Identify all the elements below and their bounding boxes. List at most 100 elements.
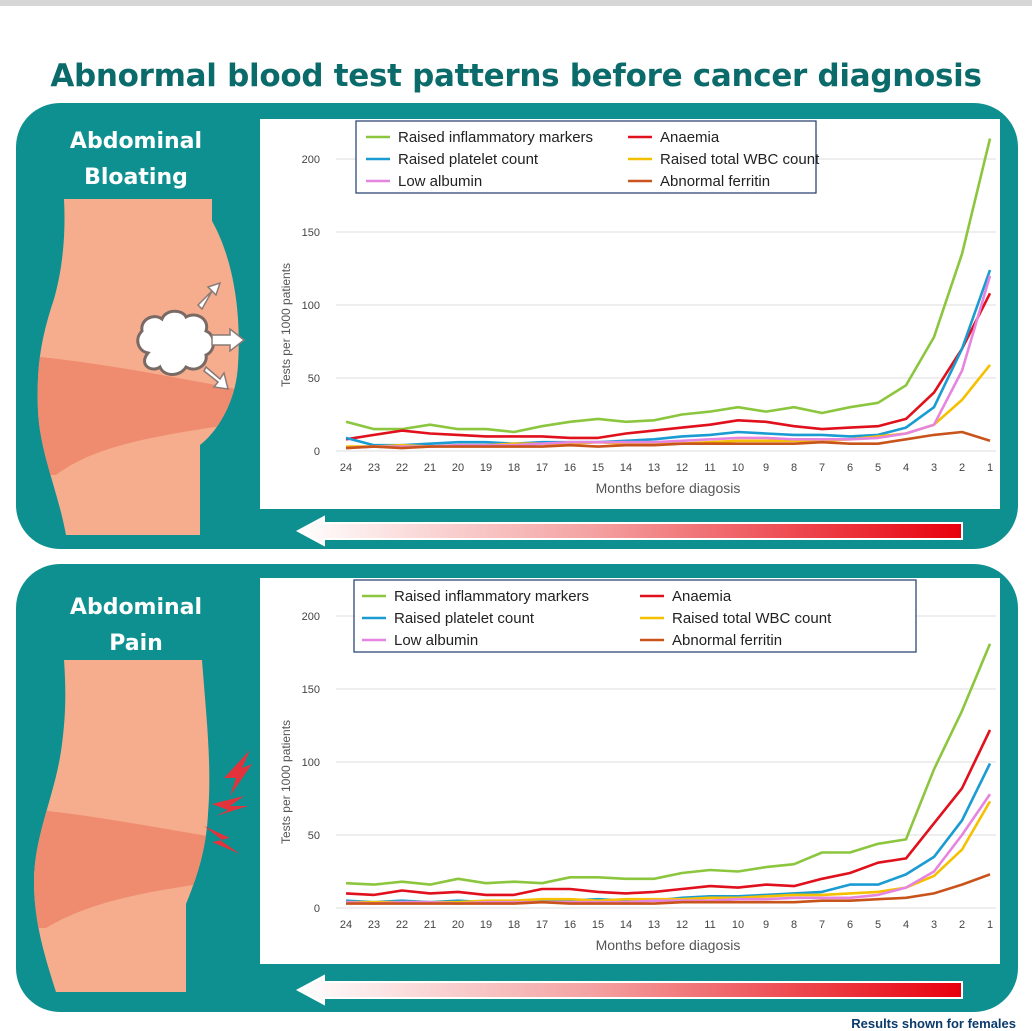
- pain-lightning-icon: [204, 750, 252, 854]
- y-tick-label: 0: [314, 903, 320, 915]
- legend-label: Anaemia: [660, 129, 720, 146]
- y-tick-label: 100: [302, 757, 320, 769]
- bloating-body-illustration: [37, 199, 246, 535]
- y-tick-label: 50: [308, 373, 320, 385]
- x-tick-label: 16: [564, 919, 576, 931]
- x-tick-label: 23: [368, 919, 380, 931]
- x-tick-label: 14: [620, 462, 632, 474]
- series-line-low-albumin: [345, 793, 992, 905]
- x-tick-label: 16: [564, 462, 576, 474]
- x-tick-label: 1: [987, 919, 993, 931]
- x-tick-label: 13: [648, 462, 660, 474]
- x-tick-label: 8: [791, 462, 797, 474]
- series-line-raised-platelet-count: [345, 269, 992, 447]
- x-tick-label: 5: [875, 919, 881, 931]
- x-tick-label: 6: [847, 919, 853, 931]
- x-tick-label: 24: [340, 462, 352, 474]
- series-line-raised-total-wbc-count: [346, 800, 992, 904]
- x-tick-label: 13: [648, 919, 660, 931]
- y-tick-label: 0: [314, 446, 320, 458]
- legend-label: Low albumin: [398, 173, 482, 190]
- x-tick-label: 1: [987, 462, 993, 474]
- x-tick-label: 12: [676, 919, 688, 931]
- legend-label: Raised total WBC count: [660, 151, 820, 168]
- y-tick-label: 50: [308, 830, 320, 842]
- x-tick-label: 15: [592, 919, 604, 931]
- series-line-raised-inflammatory-markers: [345, 138, 992, 434]
- x-tick-label: 9: [763, 919, 769, 931]
- symptom-line-2: Bloating: [84, 165, 188, 190]
- x-tick-label: 23: [368, 462, 380, 474]
- page-title: Abnormal blood test patterns before canc…: [50, 58, 982, 94]
- legend-label: Abnormal ferritin: [660, 173, 770, 190]
- legend-box: [355, 120, 817, 194]
- x-tick-label: 18: [508, 919, 520, 931]
- x-tick-label: 15: [592, 462, 604, 474]
- x-tick-label: 17: [536, 919, 548, 931]
- legend-label: Raised inflammatory markers: [398, 129, 593, 146]
- series-line-anaemia: [345, 292, 992, 441]
- x-tick-label: 10: [732, 462, 744, 474]
- chart-container-bloating: 0 50 100 150 200 24 23 22 21 20 19 18 17 16 15 14 13 12 11…: [260, 119, 1000, 509]
- x-tick-label: 3: [931, 919, 937, 931]
- x-tick-label: 11: [704, 462, 715, 474]
- bloating-cloud-icon: [136, 309, 215, 376]
- timeline-arrow-icon: [296, 515, 963, 547]
- x-tick-label: 20: [452, 462, 464, 474]
- y-axis-label: Tests per 1000 patients: [279, 720, 293, 844]
- symptom-line-1: Abdominal: [69, 129, 203, 154]
- y-tick-label: 150: [302, 684, 320, 696]
- y-tick-label: 200: [302, 611, 320, 623]
- footnote: Results shown for females: [851, 1016, 1016, 1031]
- legend-label: Raised total WBC count: [672, 610, 832, 627]
- series-line-raised-inflammatory-markers: [345, 643, 992, 886]
- x-tick-label: 2: [959, 462, 965, 474]
- x-tick-label: 9: [763, 462, 769, 474]
- x-tick-label: 24: [340, 919, 352, 931]
- panel-abdominal-pain: Abdominal Pain 0 50 100 150 200 24 23 22 21 20 19 1…: [16, 564, 1018, 1012]
- x-tick-label: 22: [396, 919, 408, 931]
- x-axis-label: Months before diagosis: [596, 480, 741, 496]
- x-tick-label: 4: [903, 919, 909, 931]
- x-tick-label: 18: [508, 462, 520, 474]
- x-tick-label: 7: [819, 919, 825, 931]
- x-tick-label: 7: [819, 462, 825, 474]
- legend-label: Anaemia: [672, 588, 732, 605]
- x-tick-label: 19: [480, 919, 492, 931]
- legend-label: Raised inflammatory markers: [394, 588, 589, 605]
- legend-label: Raised platelet count: [394, 610, 535, 627]
- x-tick-label: 22: [396, 462, 408, 474]
- x-tick-label: 6: [847, 462, 853, 474]
- x-tick-label: 21: [424, 919, 436, 931]
- x-tick-label: 19: [480, 462, 492, 474]
- x-axis-label: Months before diagosis: [596, 937, 741, 953]
- y-tick-label: 150: [302, 227, 320, 239]
- symptom-line-1: Abdominal: [69, 595, 203, 620]
- x-tick-label: 10: [732, 919, 744, 931]
- timeline-arrow-icon: [296, 974, 963, 1006]
- symptom-label: Abdominal Pain: [36, 590, 236, 662]
- x-tick-label: 17: [536, 462, 548, 474]
- symptom-line-2: Pain: [109, 631, 163, 656]
- series-line-abnormal-ferritin: [345, 430, 991, 450]
- pain-body-illustration: [34, 660, 252, 992]
- x-tick-label: 14: [620, 919, 632, 931]
- panel-abdominal-bloating: Abdominal Bloating 0 50 100 150 200 24 23 22 21 2…: [16, 103, 1018, 549]
- x-tick-label: 11: [704, 919, 715, 931]
- series-line-abnormal-ferritin: [346, 873, 991, 905]
- y-tick-label: 200: [302, 154, 320, 166]
- x-tick-label: 12: [676, 462, 688, 474]
- x-tick-label: 20: [452, 919, 464, 931]
- chart-container-pain: 0 50 100 150 200 24 23 22 21 20 19 18 17 16 15 14 13 12 11…: [260, 578, 1000, 964]
- legend-label: Raised platelet count: [398, 151, 539, 168]
- legend-label: Abnormal ferritin: [672, 632, 782, 649]
- x-tick-label: 2: [959, 919, 965, 931]
- symptom-label: Abdominal Bloating: [36, 124, 236, 196]
- legend-label: Low albumin: [394, 632, 478, 649]
- x-tick-label: 8: [791, 919, 797, 931]
- x-tick-label: 5: [875, 462, 881, 474]
- series-line-anaemia: [345, 729, 992, 897]
- x-tick-label: 3: [931, 462, 937, 474]
- top-bar: [0, 0, 1032, 6]
